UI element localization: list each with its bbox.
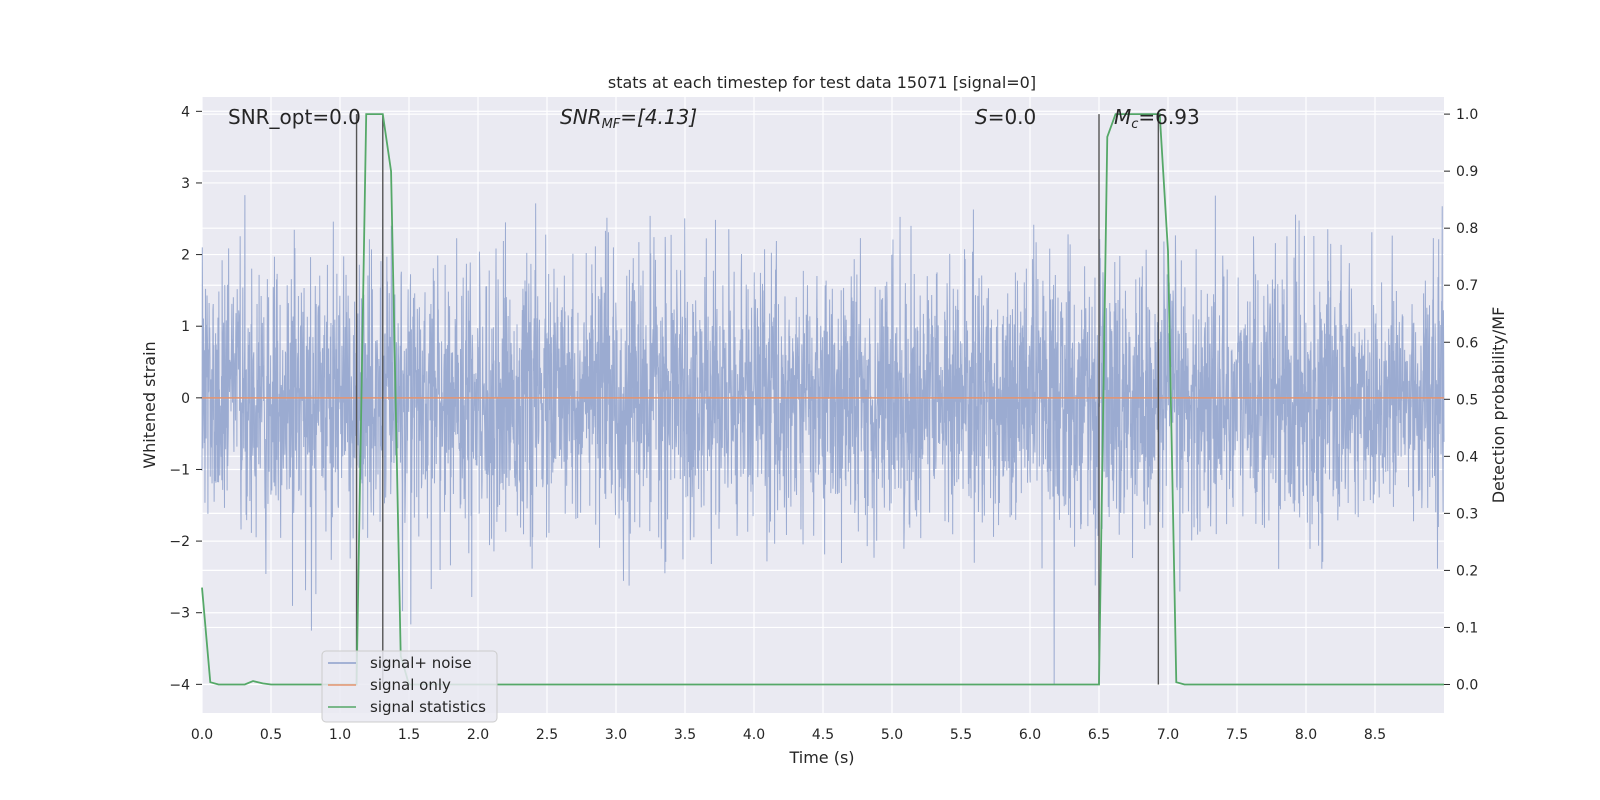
s-rest: =0.0 bbox=[988, 105, 1037, 129]
x-tick-label: 0.5 bbox=[260, 727, 282, 743]
y-left-tick-label: −3 bbox=[169, 606, 190, 622]
legend: signal+ noise signal only signal statist… bbox=[321, 650, 498, 723]
y-left-tick-label: 2 bbox=[181, 248, 190, 264]
chart-title: stats at each timestep for test data 150… bbox=[608, 73, 1036, 92]
x-tick-label: 6.5 bbox=[1088, 727, 1110, 743]
x-tick-label: 5.0 bbox=[881, 727, 903, 743]
mc-main: M bbox=[1114, 105, 1131, 129]
y-right-tick-label: 0.2 bbox=[1456, 563, 1478, 579]
x-tick-labels: 0.0 0.5 1.0 1.5 2.0 2.5 3.0 3.5 4.0 4.5 5.0 5.5 6.0 6… bbox=[191, 727, 1386, 743]
snr-mf-sub: MF bbox=[602, 117, 621, 132]
legend-label-signal: signal only bbox=[370, 676, 451, 694]
x-tick-label: 7.5 bbox=[1226, 727, 1248, 743]
y-right-tick-label: 1.0 bbox=[1456, 107, 1478, 123]
noise-trace bbox=[201, 195, 1445, 685]
annotation-snr-opt: SNR_opt=0.0 bbox=[228, 105, 361, 129]
y-right-tick-label: 0.6 bbox=[1456, 335, 1478, 351]
y-left-tick-label: 1 bbox=[181, 319, 190, 335]
x-tick-label: 8.0 bbox=[1295, 727, 1317, 743]
x-tick-label: 0.0 bbox=[191, 727, 213, 743]
y-right-tick-label: 0.5 bbox=[1456, 392, 1478, 408]
y-right-tick-label: 0.3 bbox=[1456, 506, 1478, 522]
x-tick-label: 4.0 bbox=[743, 727, 765, 743]
y-right-tick-label: 0.0 bbox=[1456, 677, 1478, 693]
x-tick-label: 3.0 bbox=[605, 727, 627, 743]
snr-mf-rest: =[4.13] bbox=[620, 105, 697, 129]
y-right-tick-label: 0.9 bbox=[1456, 164, 1478, 180]
mc-rest: =6.93 bbox=[1138, 105, 1199, 129]
y-left-tick-label: 3 bbox=[181, 176, 190, 192]
annotation-mc: Mc=6.93 bbox=[1114, 105, 1200, 132]
x-tick-label: 4.5 bbox=[812, 727, 834, 743]
y-right-tick-labels: 1.0 0.9 0.8 0.7 0.6 0.5 0.4 0.3 0.2 0.1 0.0 bbox=[1444, 107, 1478, 693]
y-left-tick-label: −2 bbox=[169, 534, 190, 550]
detection-markers bbox=[355, 114, 1160, 685]
x-tick-label: 1.0 bbox=[329, 727, 351, 743]
x-tick-label: 2.5 bbox=[536, 727, 558, 743]
y-left-tick-label: −1 bbox=[169, 462, 190, 478]
annotation-snr-mf: SNRMF=[4.13] bbox=[560, 105, 697, 132]
y-left-tick-labels: 4 3 2 1 0 −1 −2 −3 −4 bbox=[169, 104, 202, 693]
x-tick-label: 5.5 bbox=[950, 727, 972, 743]
x-tick-label: 8.5 bbox=[1364, 727, 1386, 743]
x-tick-label: 6.0 bbox=[1019, 727, 1041, 743]
y-left-tick-label: 0 bbox=[181, 391, 190, 407]
snr-mf-main: SNR bbox=[560, 105, 602, 129]
x-tick-label: 7.0 bbox=[1157, 727, 1179, 743]
y-axis-label-right: Detection probability/MF bbox=[1489, 307, 1508, 504]
mc-sub: c bbox=[1131, 117, 1138, 132]
y-left-tick-label: −4 bbox=[169, 677, 190, 693]
x-tick-label: 2.0 bbox=[467, 727, 489, 743]
series-signal-noise bbox=[201, 195, 1445, 685]
y-right-tick-label: 0.1 bbox=[1456, 620, 1478, 636]
y-axis-label-left: Whitened strain bbox=[140, 341, 159, 468]
y-right-tick-label: 0.7 bbox=[1456, 278, 1478, 294]
legend-box bbox=[321, 650, 498, 723]
y-right-tick-label: 0.4 bbox=[1456, 449, 1478, 465]
annotation-s: S=0.0 bbox=[975, 105, 1036, 129]
x-tick-label: 1.5 bbox=[398, 727, 420, 743]
legend-label-noise: signal+ noise bbox=[370, 654, 472, 672]
y-left-tick-label: 4 bbox=[181, 104, 190, 120]
legend-label-stats: signal statistics bbox=[370, 698, 486, 716]
x-tick-label: 3.5 bbox=[674, 727, 696, 743]
x-axis-label: Time (s) bbox=[788, 748, 854, 767]
y-right-tick-label: 0.8 bbox=[1456, 221, 1478, 237]
s-main: S bbox=[975, 105, 988, 129]
